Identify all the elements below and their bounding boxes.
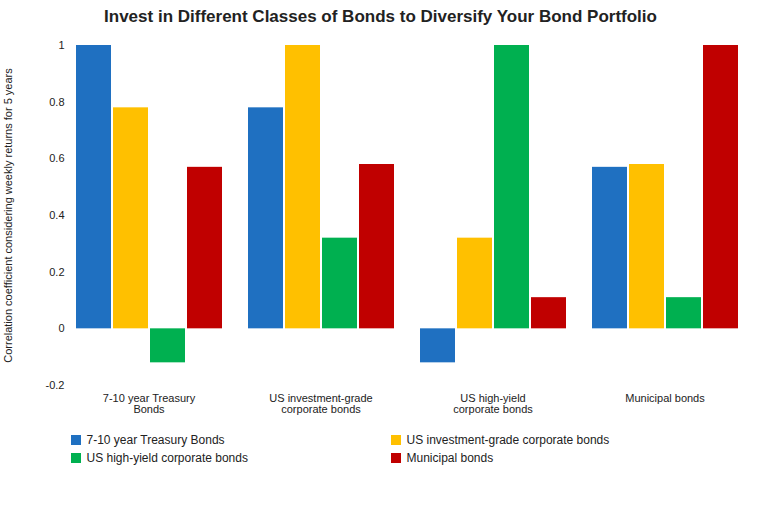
html-text:7-10 year Treasury Bonds: 7-10 year Treasury Bonds [86, 433, 225, 447]
svg-text:7-10 year TreasuryBonds: 7-10 year TreasuryBonds [103, 392, 196, 415]
html-text:US investment-grade corporate: US investment-grade corporate bonds [406, 433, 610, 447]
svg-text:-0.2: -0.2 [46, 379, 65, 391]
html-text:US high-yield corporate bonds: US high-yield corporate bonds [86, 451, 248, 465]
svg-text:US high-yieldcorporate bonds: US high-yieldcorporate bonds [453, 392, 533, 415]
svg-text:0.8: 0.8 [49, 96, 64, 108]
html-text:Municipal bonds: Municipal bonds [406, 451, 494, 465]
svg-text:US investment-gradecorporate b: US investment-gradecorporate bonds [269, 392, 372, 415]
svg-text:0.4: 0.4 [49, 209, 64, 221]
svg-text:0: 0 [58, 322, 64, 334]
svg-text:Municipal bonds: Municipal bonds [625, 392, 705, 404]
svg-text:1: 1 [58, 39, 64, 51]
svg-text:Correlation coefficient consid: Correlation coefficient considering week… [2, 68, 14, 363]
svg-text:0.2: 0.2 [49, 266, 64, 278]
svg-text:0.6: 0.6 [49, 152, 64, 164]
html-text:Invest in Different Classes of: Invest in Different Classes of Bonds to … [104, 7, 657, 26]
